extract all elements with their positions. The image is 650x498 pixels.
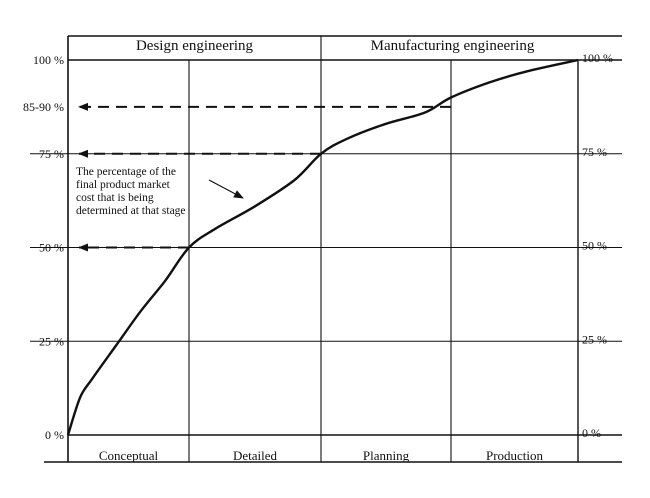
annotation-line-2: cost that is being — [76, 192, 154, 204]
y-tick-right-0: 0 % — [582, 426, 601, 440]
y-tick-left-1: 25 % — [39, 334, 64, 348]
stage-label-0: Conceptual — [99, 448, 159, 463]
y-tick-left-2: 50 % — [39, 241, 64, 255]
phase-header-manufacturing: Manufacturing engineering — [371, 38, 535, 54]
y-tick-right-3: 75 % — [582, 145, 607, 159]
annotation-line-1: final product market — [76, 179, 171, 191]
y-tick-left-5: 100 % — [33, 53, 64, 67]
y-tick-left-0: 0 % — [45, 428, 64, 442]
annotation-pointer — [208, 179, 244, 199]
y-tick-right-1: 25 % — [582, 332, 607, 346]
annotation-line-3: determined at that stage — [76, 205, 186, 217]
annotation-line-0: The percentage of the — [76, 166, 176, 178]
phase-header-design: Design engineering — [136, 38, 254, 54]
y-tick-right-2: 50 % — [582, 239, 607, 253]
y-tick-left-4: 85-90 % — [23, 100, 64, 114]
cost-curve — [66, 58, 579, 436]
y-tick-left-3: 75 % — [39, 147, 64, 161]
stage-label-1: Detailed — [233, 448, 278, 463]
stage-label-2: Planning — [363, 448, 410, 463]
y-tick-right-5: 100 % — [582, 51, 613, 65]
stage-label-3: Production — [486, 448, 544, 463]
